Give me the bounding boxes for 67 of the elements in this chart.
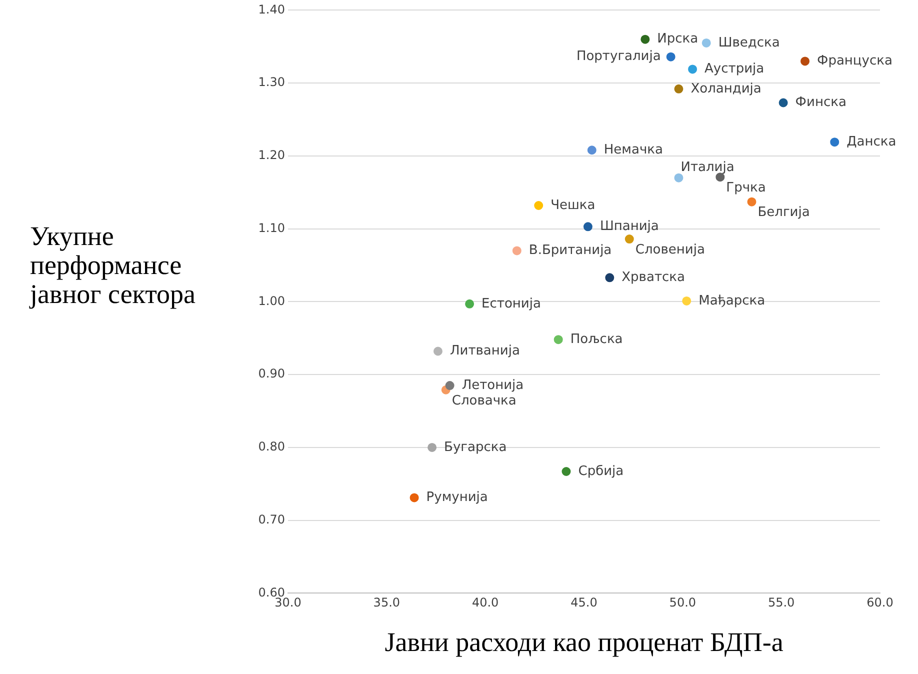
y-tick-label: 1.20 bbox=[258, 148, 285, 162]
point bbox=[605, 273, 614, 282]
series-label: Белгија bbox=[758, 205, 810, 220]
series-label: Литванија bbox=[450, 344, 520, 359]
x-tick-label: 35.0 bbox=[373, 596, 400, 610]
point bbox=[587, 146, 596, 155]
series-label: Словачка bbox=[452, 393, 516, 408]
point bbox=[428, 442, 437, 452]
y-tick-label: 1.40 bbox=[258, 2, 285, 16]
series-label: Немачка bbox=[604, 142, 663, 158]
x-axis-title: Јавни расходи као проценат БДП-а bbox=[384, 626, 784, 657]
x-tick-label: 40.0 bbox=[472, 596, 499, 610]
x-tick-label: 50.0 bbox=[669, 596, 696, 610]
point bbox=[562, 467, 571, 476]
series-label: Чешка bbox=[550, 198, 596, 213]
point bbox=[674, 173, 684, 182]
point bbox=[534, 201, 544, 210]
point bbox=[640, 34, 650, 44]
point bbox=[512, 246, 522, 256]
series-label: Пољска bbox=[570, 332, 623, 347]
series-label: Летонија bbox=[462, 378, 524, 393]
series-label: Хрватска bbox=[622, 270, 685, 286]
point bbox=[800, 56, 810, 66]
series-label: Мађарска bbox=[698, 293, 766, 308]
series-label: Француска bbox=[817, 54, 892, 69]
series-label: Грчка bbox=[726, 180, 766, 196]
point bbox=[624, 234, 634, 244]
x-tick-label: 55.0 bbox=[768, 596, 795, 610]
y-tick-label: 0.80 bbox=[258, 440, 285, 454]
series-label: Естонија bbox=[482, 296, 541, 312]
point bbox=[583, 222, 592, 232]
series-label: Данска bbox=[846, 134, 896, 150]
series-label: Словенија bbox=[635, 242, 705, 258]
point bbox=[666, 52, 676, 62]
point bbox=[465, 299, 474, 308]
y-tick-label: 0.90 bbox=[258, 366, 285, 381]
x-tick-label: 45.0 bbox=[570, 596, 598, 610]
y-axis-title: Укупне перформансе јавног сектора bbox=[29, 220, 196, 309]
series-label: Румунија bbox=[426, 490, 488, 506]
series-label: Ирска bbox=[657, 32, 698, 47]
point bbox=[688, 64, 698, 74]
series-label: Шпанија bbox=[600, 219, 659, 234]
point bbox=[554, 335, 563, 344]
series-label: Холандија bbox=[690, 81, 762, 96]
series-label: Финска bbox=[795, 95, 846, 110]
y-tick-label: 1.10 bbox=[258, 220, 285, 235]
series-label: В.Британија bbox=[528, 243, 612, 258]
point bbox=[433, 346, 442, 356]
x-tick-label: 30.0 bbox=[274, 596, 302, 610]
y-tick-label: 1.30 bbox=[258, 75, 285, 90]
series-label: Шведска bbox=[718, 35, 780, 50]
series-label: Аустрија bbox=[704, 62, 764, 77]
point bbox=[778, 98, 788, 108]
x-tick-label: 60.0 bbox=[866, 596, 894, 610]
series-label: Италија bbox=[680, 160, 734, 176]
point bbox=[682, 296, 692, 306]
y-tick-label: 1.00 bbox=[258, 294, 285, 308]
series-label: Србија bbox=[578, 464, 624, 479]
point bbox=[702, 38, 711, 48]
y-tick-label: 0.70 bbox=[258, 512, 285, 526]
point bbox=[674, 84, 684, 94]
point bbox=[410, 493, 419, 502]
point bbox=[445, 381, 454, 390]
point bbox=[747, 197, 756, 206]
point bbox=[830, 138, 840, 147]
series-label: Португалија bbox=[576, 49, 661, 64]
series-label: Бугарска bbox=[444, 440, 507, 455]
